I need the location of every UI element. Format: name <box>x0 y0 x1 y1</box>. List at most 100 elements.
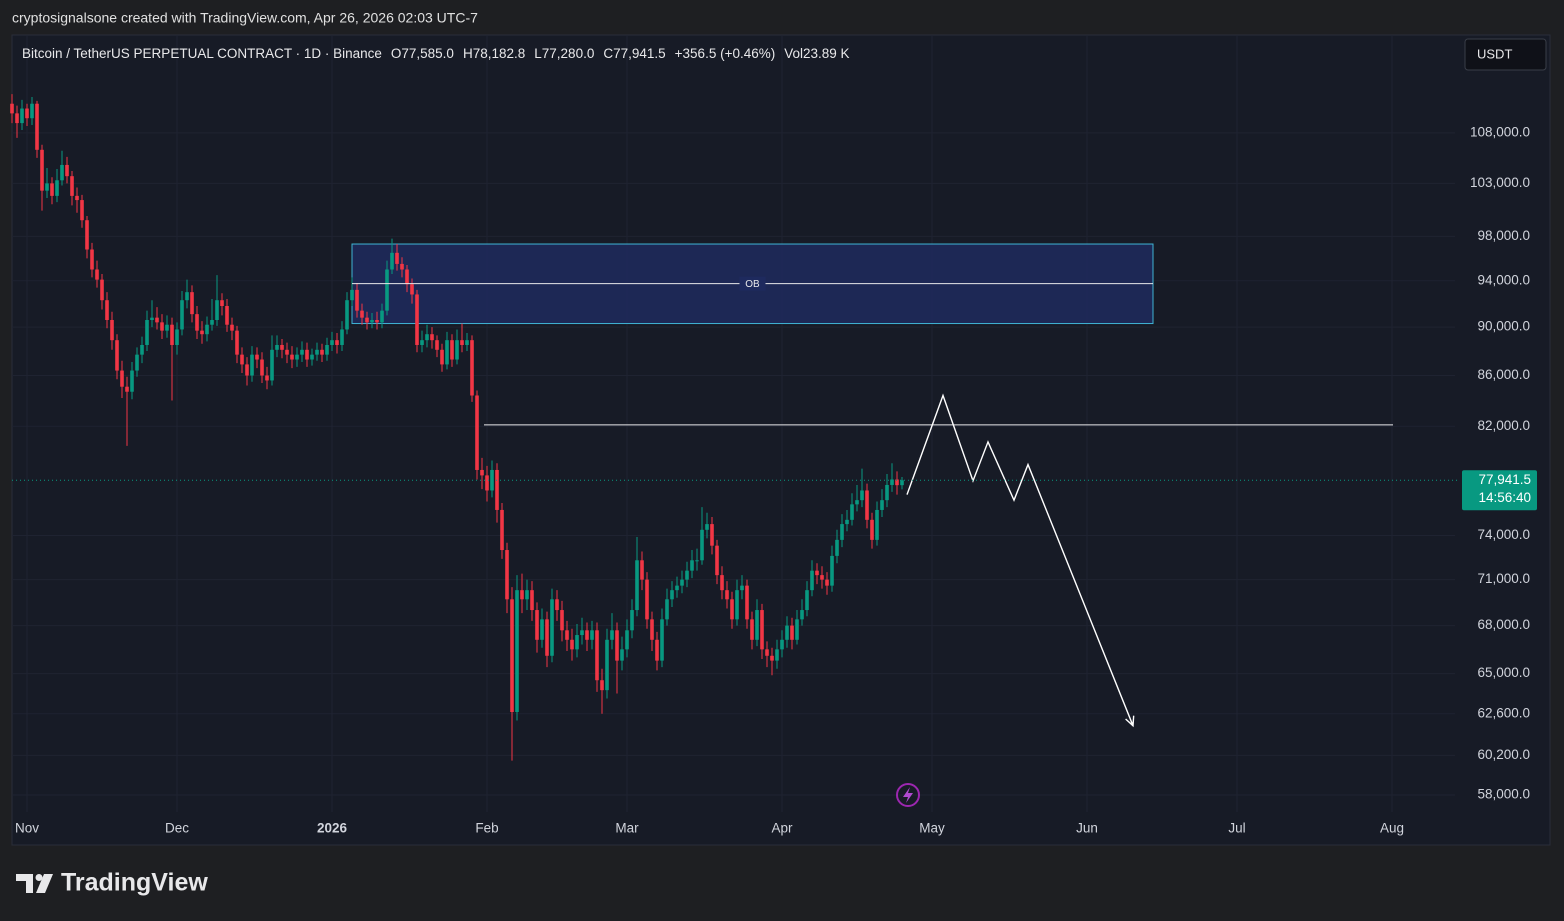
candle-body <box>820 575 824 580</box>
candle-body <box>250 354 254 376</box>
y-tick-label: 86,000.0 <box>1477 367 1530 382</box>
candle-body <box>245 364 249 376</box>
candle-body <box>285 349 289 355</box>
candle-body <box>680 579 684 586</box>
candle-body <box>825 579 829 586</box>
candle-body <box>795 619 799 640</box>
candle-body <box>510 599 514 713</box>
candle-body <box>860 490 864 501</box>
ob-label: OB <box>745 279 760 290</box>
candle-body <box>20 108 24 124</box>
candle-body <box>440 349 444 365</box>
candle-body <box>110 320 114 341</box>
volume-key: Vol <box>784 46 803 61</box>
candle-body <box>735 590 739 620</box>
volume-value: 23.89 K <box>803 46 850 61</box>
candle-body <box>85 220 89 250</box>
currency-button-label[interactable]: USDT <box>1477 46 1512 61</box>
watermark: cryptosignalsone created with TradingVie… <box>12 10 478 26</box>
candle-body <box>50 183 54 196</box>
candle-body <box>720 575 724 591</box>
candle-body <box>450 340 454 360</box>
candle-body <box>410 284 414 295</box>
candle-body <box>460 340 464 345</box>
logo-shape <box>36 874 53 893</box>
candle-body <box>675 585 679 591</box>
symbol: Bitcoin / TetherUS PERPETUAL CONTRACT · … <box>22 46 382 61</box>
logo-shape <box>16 874 33 893</box>
candle-body <box>230 324 234 331</box>
candle-body <box>850 504 854 520</box>
candle-body <box>870 519 874 540</box>
candle-body <box>550 599 554 656</box>
candle-body <box>190 292 194 315</box>
candle-body <box>785 625 789 640</box>
candle-body <box>305 349 309 360</box>
candle-body <box>830 555 834 586</box>
candle-body <box>310 354 314 360</box>
ohlc-key: C <box>603 46 613 61</box>
ob-label-bg <box>739 276 766 291</box>
projection-arrowhead <box>1125 715 1135 728</box>
candle-body <box>365 317 369 323</box>
logo-shape <box>35 874 43 881</box>
candle-body <box>810 570 814 591</box>
candle-body <box>125 386 129 392</box>
candle-body <box>770 655 774 661</box>
candle-body <box>355 289 359 311</box>
candle-body <box>370 320 374 323</box>
y-tick-label: 98,000.0 <box>1477 228 1530 243</box>
candle-body <box>170 324 174 345</box>
candle-body <box>445 340 449 365</box>
candle-body <box>650 619 654 640</box>
candle-body <box>430 334 434 341</box>
candle-body <box>760 610 764 650</box>
currency-button[interactable] <box>1464 38 1547 71</box>
x-tick-label: May <box>919 821 945 836</box>
candle-body <box>325 344 329 355</box>
candle-body <box>630 610 634 631</box>
candle-body <box>345 300 349 330</box>
candle-body <box>330 340 334 345</box>
candle-body <box>160 322 164 331</box>
candle-body <box>900 480 904 486</box>
candle-body <box>485 475 489 491</box>
candle-body <box>415 294 419 345</box>
candle-body <box>835 539 839 556</box>
candle-body <box>805 590 809 611</box>
alert-circle[interactable] <box>896 783 920 807</box>
candle-body <box>210 320 214 325</box>
candle-body <box>890 479 894 485</box>
candle-body <box>875 509 879 540</box>
countdown: 14:56:40 <box>1478 490 1531 505</box>
candle-body <box>195 314 199 331</box>
candle-body <box>105 300 109 321</box>
candle-body <box>35 103 39 150</box>
candle-body <box>800 610 804 620</box>
candle-body <box>495 469 499 510</box>
last-price-tag <box>1462 470 1537 511</box>
brand-name: TradingView <box>61 869 208 897</box>
candle-body <box>595 630 599 681</box>
candle-body <box>475 395 479 470</box>
candle-body <box>590 630 594 640</box>
ohlc-value: 78,182.8 <box>473 46 526 61</box>
x-tick-label: Dec <box>165 821 189 836</box>
candle-body <box>535 610 539 640</box>
candle-body <box>265 375 269 381</box>
candle-body <box>705 524 709 530</box>
alert-icon[interactable] <box>896 783 920 807</box>
candle-body <box>290 354 294 360</box>
candle-body <box>55 180 59 196</box>
y-tick-label: 68,000.0 <box>1477 617 1530 632</box>
candle-body <box>575 635 579 650</box>
candle-body <box>635 560 639 611</box>
x-tick-label: Nov <box>15 821 39 836</box>
ohlc-key: H <box>463 46 473 61</box>
brand-logo <box>16 874 53 893</box>
candle-body <box>130 370 134 392</box>
alert-bolt[interactable] <box>903 787 913 803</box>
candle-body <box>155 317 159 323</box>
